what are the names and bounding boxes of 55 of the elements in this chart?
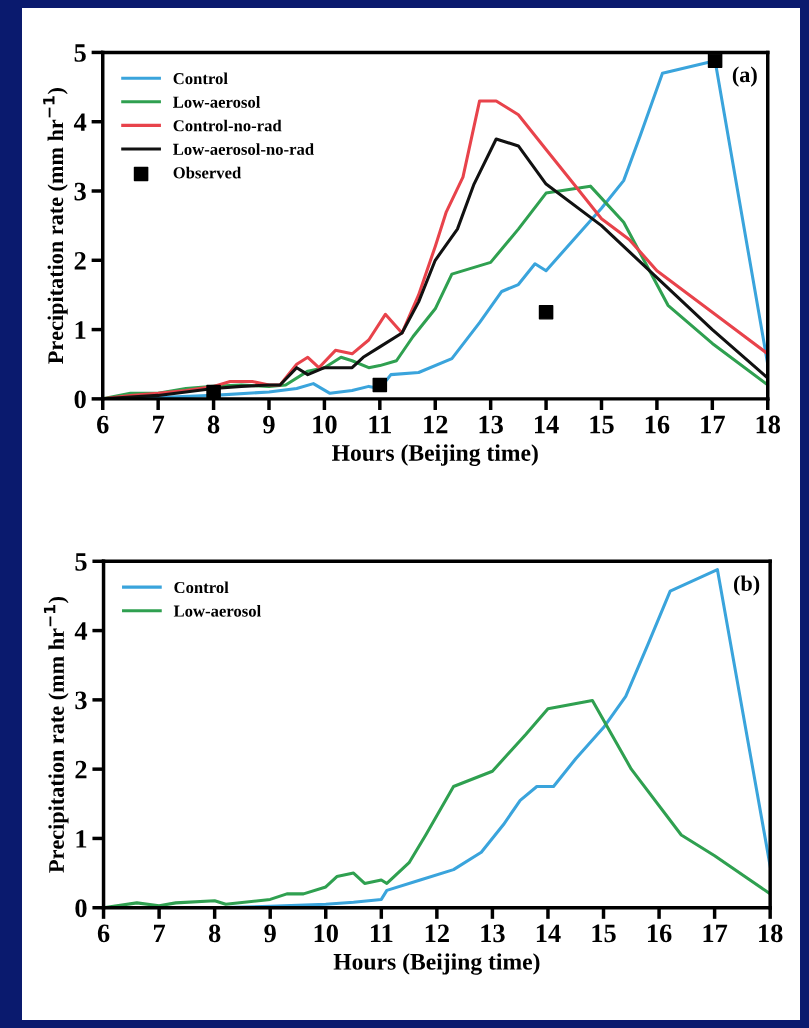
- x-tick-label: 18: [756, 415, 781, 434]
- legend-label: Low-aerosol: [173, 96, 261, 108]
- y-axis-title: Precipitation rate (mm hr$^{−1}$): [43, 88, 68, 364]
- x-tick-label: 13: [479, 415, 503, 434]
- point: [372, 377, 388, 393]
- x-tick-label: 10: [313, 415, 337, 434]
- annotation: (a): [732, 66, 757, 87]
- x-tick-label: 7: [153, 415, 165, 434]
- x-tick-label: 16: [645, 415, 670, 434]
- legend-label: Low-aerosol: [173, 604, 261, 617]
- x-tick-label: 11: [370, 924, 393, 943]
- x-tick-label: 6: [97, 924, 110, 943]
- x-tick-label: 15: [592, 924, 616, 943]
- y-tick-label: 2: [75, 760, 87, 779]
- legend-label: Control: [173, 72, 228, 85]
- x-tick-label: 11: [369, 415, 391, 434]
- x-axis-title: Hours (Beijing time): [332, 444, 538, 466]
- legend-label: Low-aerosol-no-rad: [173, 143, 314, 155]
- y-tick-label: 3: [74, 182, 86, 201]
- legend-label: Control: [174, 581, 229, 594]
- x-tick-label: 6: [97, 415, 109, 434]
- annotation: (b): [733, 575, 760, 596]
- x-tick-label: 10: [314, 924, 338, 943]
- x-tick-label: 8: [208, 924, 221, 943]
- x-tick-label: 14: [536, 924, 561, 943]
- x-tick-label: 12: [424, 415, 448, 434]
- point: [707, 53, 723, 69]
- y-tick-label: 0: [74, 390, 86, 409]
- y-tick-label: 2: [74, 251, 86, 270]
- x-tick-label: 12: [425, 924, 449, 943]
- x-tick-label: 13: [481, 924, 505, 943]
- x-tick-label: 9: [263, 415, 275, 434]
- y-tick-label: 0: [75, 899, 87, 918]
- y-tick-label: 1: [76, 830, 87, 848]
- point: [206, 384, 221, 400]
- y-tick-label: 5: [75, 553, 87, 571]
- x-axis-title: Hours (Beijing time): [333, 953, 540, 975]
- x-tick-label: 17: [703, 924, 728, 943]
- y-tick-label: 4: [74, 622, 88, 640]
- x-tick-label: 17: [701, 415, 725, 434]
- y-axis-title: Precipitation rate (mm hr$^{−1}$): [43, 596, 69, 873]
- x-tick-label: 9: [264, 924, 276, 943]
- y-tick-label: 1: [75, 321, 86, 339]
- x-tick-label: 18: [759, 924, 783, 943]
- x-tick-label: 14: [535, 415, 559, 434]
- y-tick-label: 5: [74, 44, 86, 62]
- x-tick-label: 16: [647, 924, 672, 943]
- legend-label: Observed: [173, 166, 242, 179]
- y-tick-label: 3: [75, 691, 87, 710]
- x-tick-label: 8: [207, 415, 220, 434]
- x-tick-label: 15: [590, 415, 614, 434]
- y-tick-label: 4: [73, 113, 87, 131]
- point: [538, 304, 554, 320]
- x-tick-label: 7: [154, 924, 166, 943]
- legend-label: Control-no-rad: [173, 119, 282, 132]
